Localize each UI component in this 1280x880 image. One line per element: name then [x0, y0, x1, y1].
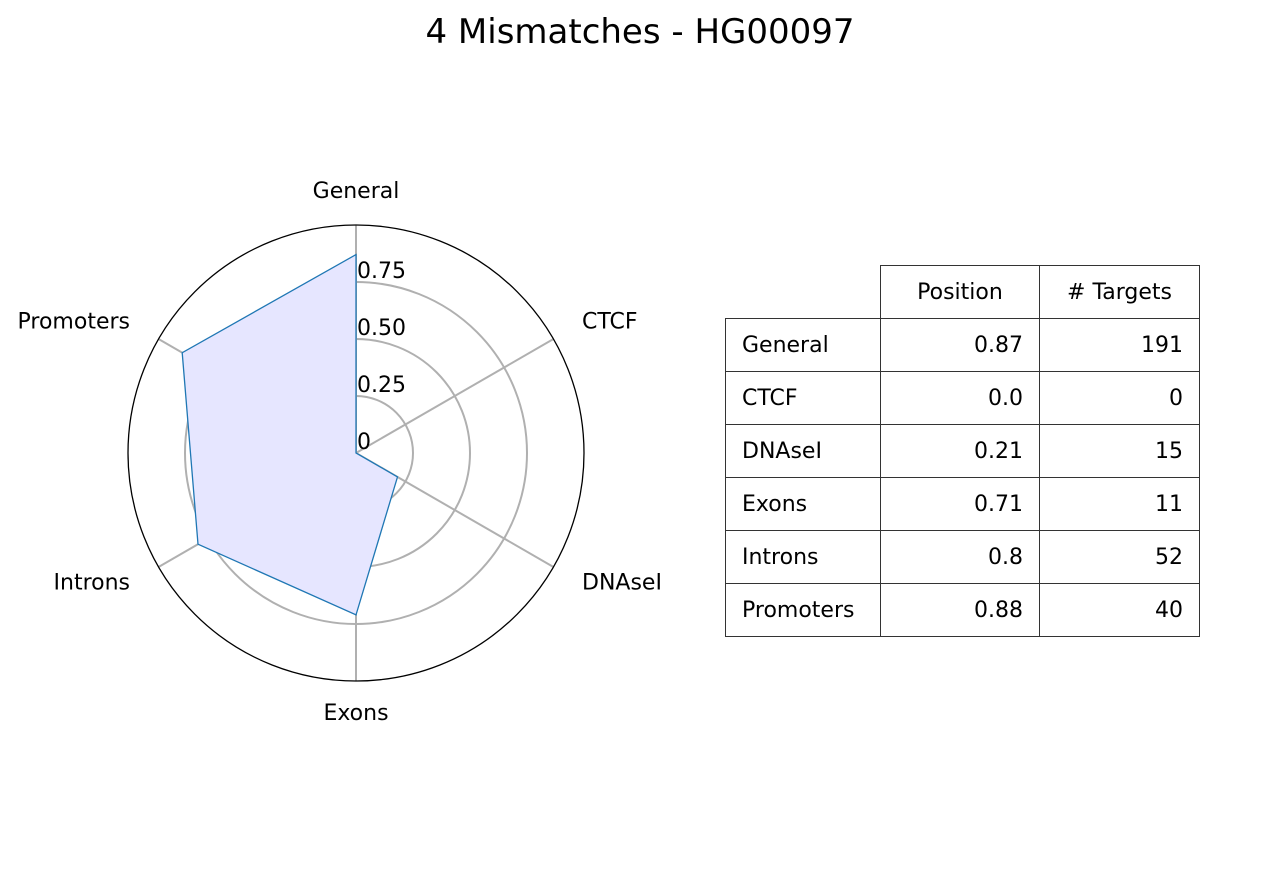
column-header-position: Position [880, 265, 1040, 319]
data-area [182, 254, 398, 615]
radial-tick-label: 0.50 [357, 316, 406, 341]
position-value: 0.87 [880, 318, 1040, 372]
row-label: CTCF [725, 371, 881, 425]
table-row: DNAseI 0.21 15 [725, 424, 1200, 478]
targets-value: 0 [1039, 371, 1200, 425]
position-value: 0.88 [880, 583, 1040, 637]
table-header-row: Position # Targets [726, 265, 1200, 319]
chart-title: 4 Mismatches - HG00097 [425, 12, 855, 52]
targets-value: 40 [1039, 583, 1200, 637]
row-label: General [725, 318, 881, 372]
table-row: Promoters 0.88 40 [725, 583, 1200, 637]
radar-chart: 0 0.25 0.50 0.75 General CTCF DNAseI Exons Intro… [18, 179, 662, 726]
radar-data [181, 253, 399, 616]
radial-tick-label: 0 [357, 430, 371, 455]
stats-table: Position # Targets General 0.87 191 CTCF… [725, 265, 1200, 637]
radial-tick-label: 0.75 [357, 259, 406, 284]
targets-value: 15 [1039, 424, 1200, 478]
table-row: General 0.87 191 [725, 318, 1200, 372]
radar-outer-frame [127, 224, 585, 682]
table-corner [726, 266, 881, 319]
data-line [181, 253, 399, 616]
position-value: 0.8 [880, 530, 1040, 584]
position-value: 0.21 [880, 424, 1040, 478]
radar-labels: 0 0.25 0.50 0.75 General CTCF DNAseI Exons Intro… [18, 179, 662, 726]
position-value: 0.0 [880, 371, 1040, 425]
table-row: Exons 0.71 11 [725, 477, 1200, 531]
row-label: DNAseI [725, 424, 881, 478]
targets-value: 11 [1039, 477, 1200, 531]
row-label: Introns [725, 530, 881, 584]
axis-label: CTCF [582, 310, 638, 335]
column-header-targets: # Targets [1039, 265, 1200, 319]
row-label: Exons [725, 477, 881, 531]
targets-value: 52 [1039, 530, 1200, 584]
table-row: Introns 0.8 52 [725, 530, 1200, 584]
axis-label: DNAseI [582, 571, 662, 596]
targets-value: 191 [1039, 318, 1200, 372]
row-label: Promoters [725, 583, 881, 637]
axis-label: Promoters [18, 310, 130, 335]
radial-tick-label: 0.25 [357, 373, 406, 398]
axis-label: General [313, 179, 400, 204]
axis-label: Introns [54, 571, 130, 596]
axis-label: Exons [323, 701, 388, 726]
table-row: CTCF 0.0 0 [725, 371, 1200, 425]
position-value: 0.71 [880, 477, 1040, 531]
